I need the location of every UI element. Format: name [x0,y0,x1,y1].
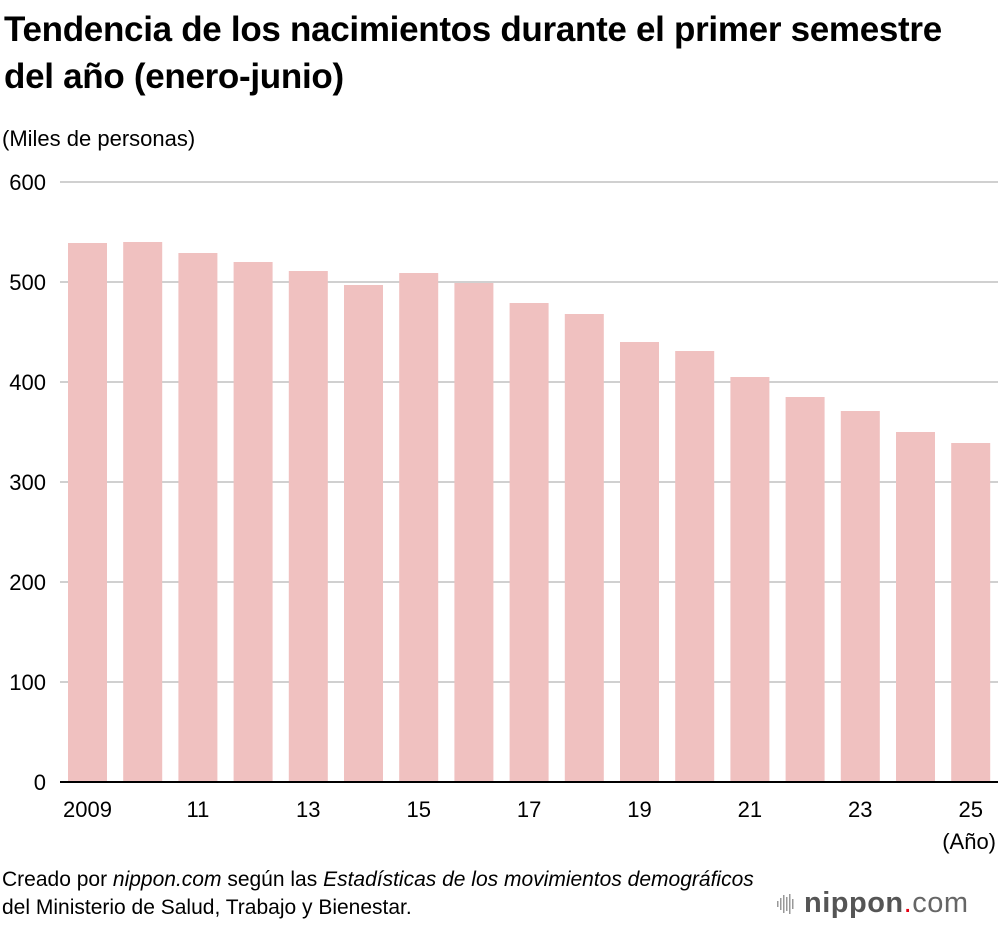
y-tick-label: 200 [9,570,46,595]
bar-2013 [288,271,328,782]
bar-2009 [68,243,107,782]
x-tick-labels: 2009 11 13 15 17 19 21 23 25 [63,797,983,822]
y-tick-labels: 0 100 200 300 400 500 600 [9,170,46,795]
source-suffix: del Ministerio de Salud, Trabajo y Biene… [2,896,412,919]
x-tick-label: 15 [406,797,430,822]
logo-tld: com [912,887,969,919]
bar-2023 [840,411,880,782]
bar-2024 [896,432,935,782]
source-publication: Estadísticas de los movimientos demográf… [323,868,754,891]
bars [68,242,991,782]
y-tick-label: 400 [9,370,46,395]
bar-2019 [620,342,659,782]
x-axis-unit-label: (Año) [942,829,996,854]
sound-wave-icon [777,893,794,914]
bar-2020 [675,351,715,782]
bar-2017 [509,303,549,782]
y-tick-label: 500 [9,270,46,295]
x-tick-label: 17 [517,797,541,822]
bar-2025 [951,443,991,782]
source-prefix: Creado por [2,868,113,891]
bar-2014 [344,285,383,782]
bar-2018 [564,314,604,782]
bar-chart: 0 100 200 300 400 500 600 2009 11 13 15 17 19 21 23 25 [9,170,998,822]
bar-2022 [785,397,825,782]
y-axis-unit-label: (Miles de personas) [2,126,196,151]
bar-2012 [233,262,273,782]
bar-2010 [123,242,163,782]
x-tick-label: 19 [627,797,651,822]
source-site: nippon.com [112,868,222,891]
x-tick-label: 2009 [63,797,112,822]
y-tick-label: 300 [9,470,46,495]
x-tick-label: 21 [738,797,762,822]
x-tick-label: 23 [848,797,872,822]
y-tick-label: 600 [9,170,46,195]
chart-title: Tendencia de los nacimientos durante el … [4,10,942,96]
y-tick-label: 0 [34,770,46,795]
logo-dot: . [903,887,913,919]
bar-2011 [178,253,218,782]
nippon-logo: nippon. com [776,887,969,920]
bar-2015 [399,273,439,782]
source-note: Creado por nippon.com según las Estadíst… [2,866,762,922]
logo-brand: nippon [804,887,904,919]
bar-2021 [730,377,770,782]
x-tick-label: 25 [958,797,982,822]
source-middle: según las [221,868,324,891]
bar-2016 [454,283,494,782]
x-tick-label: 11 [186,797,209,822]
x-tick-label: 13 [296,797,320,822]
y-tick-label: 100 [9,670,46,695]
